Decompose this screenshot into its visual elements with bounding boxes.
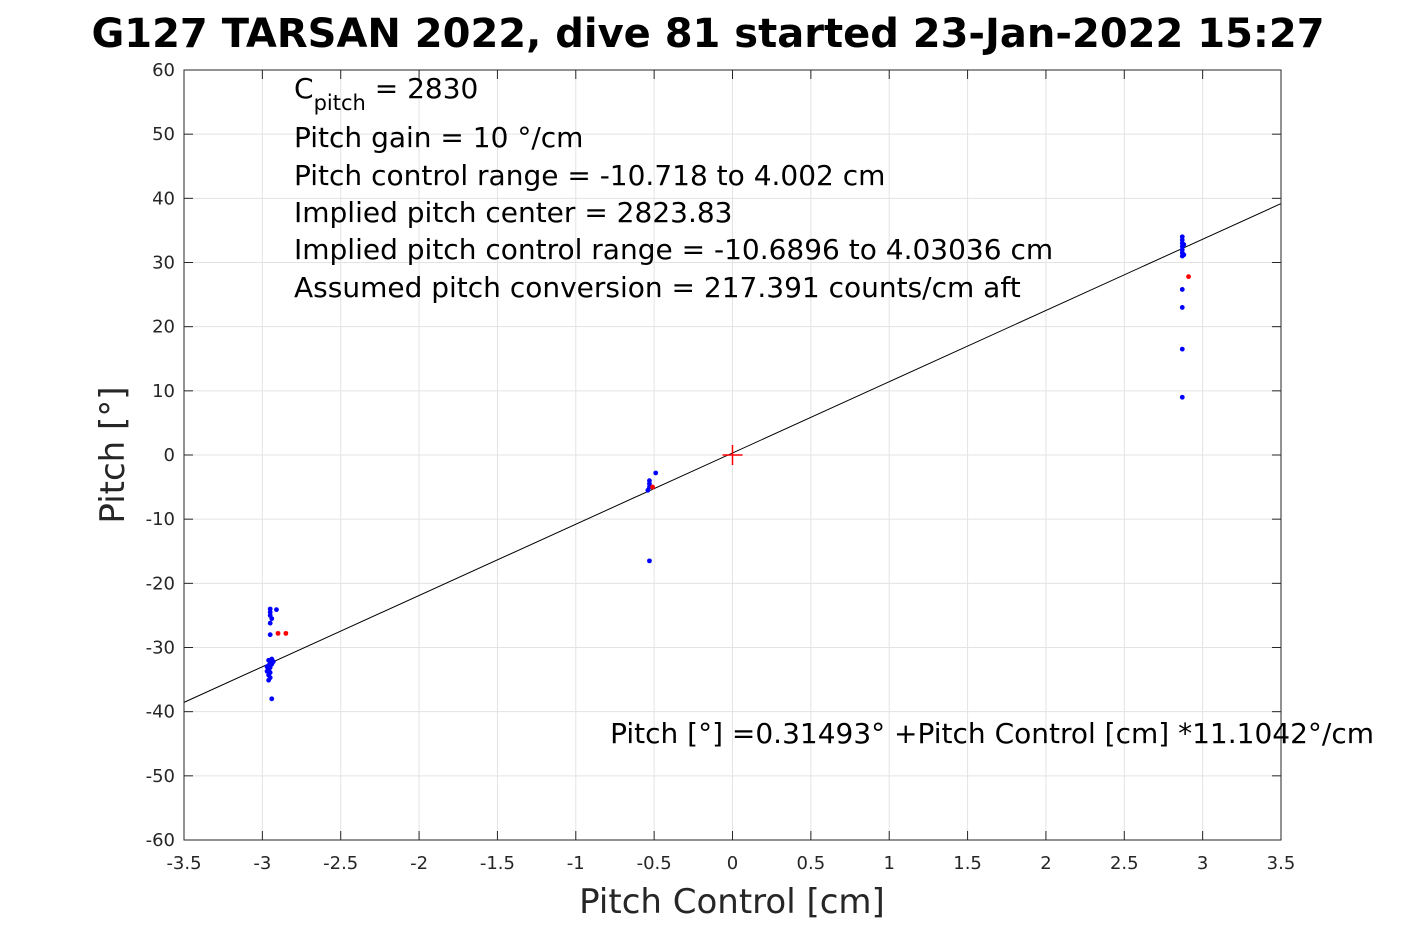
y-tick-label: -40: [146, 702, 175, 723]
fit-equation: Pitch [°] =0.31493° +Pitch Control [cm] …: [610, 717, 1374, 750]
data-point: [269, 696, 275, 702]
data-point: [650, 484, 655, 490]
x-tick-label: -3.5: [166, 853, 201, 874]
data-point: [266, 677, 272, 683]
x-tick-label: -3: [253, 853, 271, 874]
x-tick-label: -0.5: [637, 853, 672, 874]
data-point: [1179, 287, 1185, 292]
c-pitch-subscript: pitch: [314, 91, 366, 115]
y-tick-label: -50: [146, 766, 175, 787]
data-points-layer: [264, 234, 1191, 702]
data-point: [1179, 346, 1185, 352]
data-point: [275, 630, 281, 636]
c-pitch-base: C: [294, 72, 314, 105]
y-tick-label: 20: [152, 317, 175, 338]
y-tick-label: -60: [146, 830, 175, 851]
y-tick-label: -20: [146, 573, 175, 594]
data-point: [1179, 305, 1185, 310]
annotation-block: Cpitch = 2830 Pitch gain = 10 °/cm Pitch…: [294, 72, 1053, 304]
data-point: [264, 668, 270, 674]
x-tick-label: -2: [410, 853, 428, 874]
y-tick-label: 60: [152, 60, 175, 81]
x-tick-label: -1.5: [480, 853, 515, 874]
x-tick-label: 1.5: [953, 853, 982, 874]
x-tick-label: 2.5: [1110, 853, 1139, 874]
axis-ticks: -3.5 -3 -2.5 -2 -1.5 -1 -0.5 0 0.5 1 1.5 2 2.5 3 3.5 -6…: [146, 60, 1296, 874]
data-point: [283, 630, 289, 636]
x-tick-label: 1: [883, 853, 894, 874]
x-axis-label: Pitch Control [cm]: [579, 882, 885, 922]
annotation-line: Implied pitch center = 2823.83: [294, 196, 732, 229]
data-point: [267, 620, 273, 626]
x-tick-label: 0.5: [797, 853, 826, 874]
y-tick-label: 40: [152, 188, 175, 209]
x-tick-label: -2.5: [323, 853, 358, 874]
y-tick-label: -30: [146, 638, 175, 659]
data-point: [1186, 274, 1191, 280]
x-tick-label: 0: [727, 853, 738, 874]
y-tick-label: 30: [152, 253, 175, 274]
data-point: [1179, 394, 1185, 400]
x-tick-label: 2: [1040, 853, 1051, 874]
data-point: [1181, 242, 1187, 247]
data-point: [1181, 252, 1187, 258]
y-tick-label: 10: [152, 381, 175, 402]
y-tick-label: -10: [146, 509, 175, 530]
x-tick-label: 3.5: [1267, 853, 1296, 874]
data-point: [269, 661, 275, 667]
data-point: [269, 616, 275, 622]
data-point: [267, 632, 273, 638]
x-tick-label: -1: [567, 853, 585, 874]
data-point: [645, 487, 651, 493]
y-axis-label: Pitch [°]: [93, 386, 133, 523]
data-point: [1179, 234, 1185, 240]
data-point: [653, 470, 659, 476]
x-tick-label: 3: [1197, 853, 1208, 874]
annotation-line: Implied pitch control range = -10.6896 t…: [294, 233, 1053, 266]
y-tick-label: 0: [164, 445, 175, 466]
annotation-line: Pitch control range = -10.718 to 4.002 c…: [294, 159, 885, 192]
c-pitch-value: = 2830: [366, 72, 479, 105]
c-pitch-annotation: Cpitch = 2830: [294, 72, 478, 115]
data-point: [264, 664, 270, 670]
chart-title: G127 TARSAN 2022, dive 81 started 23-Jan…: [91, 11, 1324, 57]
data-point: [647, 558, 652, 564]
annotation-line: Pitch gain = 10 °/cm: [294, 121, 583, 154]
data-point: [274, 607, 279, 613]
y-tick-label: 50: [152, 124, 175, 145]
annotation-line: Assumed pitch conversion = 217.391 count…: [294, 271, 1021, 304]
center-marker-layer: [722, 445, 743, 465]
